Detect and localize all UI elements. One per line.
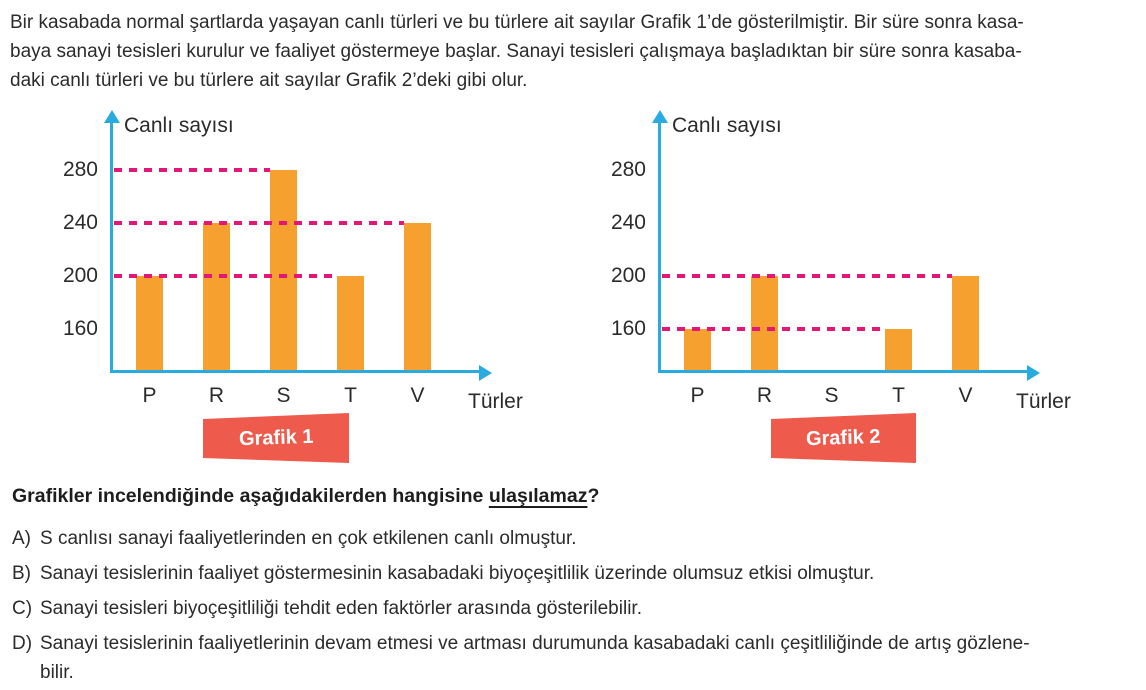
option-a: A) S canlısı sanayi faaliyetlerinden en … [12,524,1142,553]
x-axis-arrow-icon [1027,364,1040,381]
grafik-1-caption: Grafik 1 [238,425,314,450]
bar-P [136,275,163,372]
option-b-text: Sanayi tesislerinin faaliyet göstermesin… [40,563,875,584]
option-d-text: Sanayi tesislerinin faaliyetlerinin deva… [40,633,1030,683]
grafik-1-bar-chart: P R S T V Canlı sayısı Türler 160 200 240 280 [58,110,558,413]
dashed-guideline-160 [662,326,885,331]
bar-V [952,275,979,372]
category-label-T: T [892,384,905,407]
dashed-guideline-240 [114,220,404,225]
y-tick-label-160: 160 [610,316,646,340]
option-d-letter: D) [12,633,33,654]
y-tick-label-240: 240 [610,210,646,234]
bar-T [337,275,364,372]
question-suffix: ? [587,485,600,507]
question-underlined-word: ulaşılamaz [488,485,588,507]
x-axis-title: Türler [1016,390,1071,413]
y-axis [658,116,661,373]
x-axis-title: Türler [468,390,523,413]
grafik-2-caption: Grafik 2 [805,425,882,450]
option-d: D) Sanayi tesislerinin faaliyetlerinin d… [12,629,1142,687]
question-prefix: Grafikler incelendiğinde aşağıdakilerden… [12,485,489,507]
x-axis [111,370,480,373]
category-label-S: S [276,384,291,407]
y-axis [110,116,113,373]
option-c-letter: C) [12,598,33,619]
intro-paragraph: Bir kasabada normal şartlarda yaşayan ca… [10,8,1146,95]
bar-P [684,328,711,372]
y-tick-label-200: 200 [62,263,98,287]
bar-R [203,222,230,372]
bar-T [885,328,912,372]
option-c: C) Sanayi tesisleri biyoçeşitliliği tehd… [12,594,1142,623]
dashed-guideline-280 [114,167,270,172]
option-b: B) Sanayi tesislerinin faaliyet gösterme… [12,559,1142,588]
intro-line-1: Bir kasabada normal şartlarda yaşayan ca… [10,12,1024,33]
x-axis-arrow-icon [479,364,492,381]
category-label-R: R [756,384,773,407]
category-label-P: P [142,384,157,407]
option-b-letter: B) [12,563,31,584]
intro-line-3: daki canlı türleri ve bu türlere ait say… [10,70,528,91]
category-label-P: P [690,384,705,407]
intro-line-2: baya sanayi tesisleri kurulur ve faaliye… [10,41,1022,62]
y-tick-label-160: 160 [62,316,98,340]
category-label-V: V [958,384,973,407]
category-label-T: T [344,384,357,407]
category-label-R: R [208,384,225,407]
x-axis [659,370,1028,373]
grafik-2-bar-chart: P R S T V Canlı sayısı Türler 160 200 240 280 [606,110,1106,413]
dashed-guideline-200 [662,273,952,278]
option-a-text: S canlısı sanayi faaliyetlerinden en çok… [40,528,577,549]
bar-S [270,169,297,372]
answer-options: A) S canlısı sanayi faaliyetlerinden en … [12,524,1142,690]
category-label-V: V [410,384,425,407]
y-axis-title: Canlı sayısı [672,114,782,137]
y-axis-arrow-icon [103,110,120,123]
y-axis-title: Canlı sayısı [124,114,234,137]
y-axis-arrow-icon [651,110,668,123]
y-tick-label-240: 240 [62,210,98,234]
y-tick-label-280: 280 [62,157,98,181]
question-stem: Grafikler incelendiğinde aşağıdakilerden… [12,485,599,508]
bar-V [404,222,431,372]
grafik-2-caption-banner: Grafik 2 [771,413,916,463]
y-tick-label-200: 200 [610,263,646,287]
option-c-text: Sanayi tesisleri biyoçeşitliliği tehdit … [40,598,642,619]
grafik-1-caption-banner: Grafik 1 [203,413,349,463]
bar-R [751,275,778,372]
dashed-guideline-200 [114,273,337,278]
category-label-S: S [824,384,839,407]
option-a-letter: A) [12,528,31,549]
y-tick-label-280: 280 [610,157,646,181]
